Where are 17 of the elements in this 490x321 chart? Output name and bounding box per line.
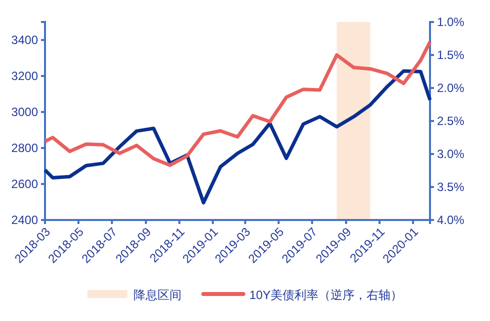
line-series	[43, 69, 432, 204]
y-tick-label: 3000	[11, 104, 38, 119]
y-tick-label: 3200	[11, 68, 38, 83]
legend-label: 降息区间	[133, 288, 182, 302]
y2-tick-label: 4.0%	[437, 212, 465, 227]
legend-label: 10Y美债利率（逆序，右轴）	[249, 288, 403, 302]
y2-tick-label: 1.5%	[437, 48, 465, 62]
line-series	[43, 40, 432, 167]
y2-tick-label: 2.0%	[437, 80, 465, 95]
y-tick-label: 2400	[11, 212, 38, 227]
y2-tick-label: 3.0%	[437, 146, 465, 161]
y-tick-label: 2600	[11, 176, 38, 191]
y2-tick-label: 3.5%	[437, 180, 465, 194]
y2-tick-label: 2.5%	[437, 114, 465, 128]
y-tick-label: 3400	[11, 32, 38, 47]
y2-tick-label: 1.0%	[437, 14, 465, 29]
y-tick-label: 2800	[11, 140, 38, 155]
